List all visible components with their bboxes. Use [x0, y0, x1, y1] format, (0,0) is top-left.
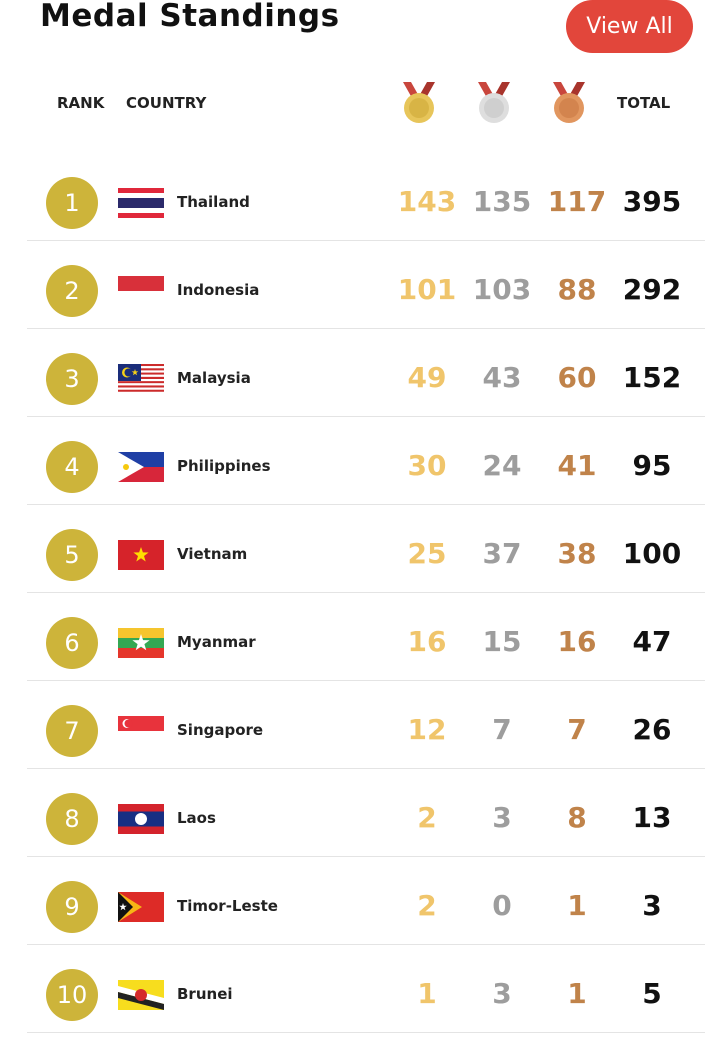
country-name: Malaysia [177, 369, 251, 387]
gold-count: 25 [407, 537, 447, 570]
flag [118, 364, 164, 394]
bronze-count: 8 [567, 801, 587, 834]
bronze-count: 1 [567, 977, 587, 1010]
row-separator [27, 1032, 705, 1033]
medal-icons [403, 82, 585, 123]
silver-count: 103 [472, 273, 532, 306]
silver-count: 7 [492, 713, 512, 746]
bronze-count: 1 [567, 889, 587, 922]
flag [118, 804, 164, 834]
bronze-count: 41 [557, 449, 597, 482]
gold-count: 143 [397, 185, 457, 218]
bronze-count: 88 [557, 273, 597, 306]
total-header: TOTAL [617, 94, 671, 112]
rank-badge: 5 [46, 529, 98, 581]
total-count: 13 [632, 801, 672, 834]
country-name: Vietnam [177, 545, 248, 563]
silver-count: 3 [492, 801, 512, 834]
row-separator [27, 240, 705, 241]
country-name: Thailand [177, 193, 250, 211]
total-count: 292 [622, 273, 682, 306]
bronze-count: 117 [547, 185, 607, 218]
country-name: Timor-Leste [177, 897, 278, 915]
silver-count: 43 [482, 361, 522, 394]
total-count: 152 [622, 361, 682, 394]
rank-badge: 3 [46, 353, 98, 405]
row-separator [27, 680, 705, 681]
total-count: 5 [642, 977, 662, 1010]
rank-badge: 1 [46, 177, 98, 229]
bronze-count: 60 [557, 361, 597, 394]
rank-badge: 2 [46, 265, 98, 317]
row-separator [27, 504, 705, 505]
gold-count: 1 [417, 977, 437, 1010]
flag [118, 980, 164, 1010]
rank-badge: 9 [46, 881, 98, 933]
silver-count: 24 [482, 449, 522, 482]
bronze-count: 16 [557, 625, 597, 658]
total-count: 100 [622, 537, 682, 570]
rank-badge: 7 [46, 705, 98, 757]
title: Medal Standings [40, 0, 340, 34]
country-name: Indonesia [177, 281, 260, 299]
total-count: 26 [632, 713, 672, 746]
total-count: 47 [632, 625, 672, 658]
row-separator [27, 944, 705, 945]
rank-header: RANK [57, 94, 105, 112]
flag [118, 540, 164, 570]
country-name: Singapore [177, 721, 264, 739]
gold-count: 101 [397, 273, 457, 306]
gold-medal [403, 82, 435, 123]
flag [118, 188, 164, 218]
total-count: 95 [632, 449, 672, 482]
row-separator [27, 768, 705, 769]
flag [118, 276, 164, 306]
country-header: COUNTRY [126, 94, 207, 112]
silver-count: 135 [472, 185, 532, 218]
row-separator [27, 416, 705, 417]
flag [118, 628, 164, 658]
gold-count: 12 [407, 713, 447, 746]
gold-count: 16 [407, 625, 447, 658]
bronze-medal [553, 82, 585, 123]
gold-count: 2 [417, 801, 437, 834]
silver-count: 37 [482, 537, 522, 570]
row-separator [27, 328, 705, 329]
country-name: Myanmar [177, 633, 256, 651]
rank-badge: 8 [46, 793, 98, 845]
bronze-count: 38 [557, 537, 597, 570]
silver-count: 15 [482, 625, 522, 658]
view-all-button[interactable]: View All [566, 0, 693, 53]
total-count: 3 [642, 889, 662, 922]
gold-count: 30 [407, 449, 447, 482]
gold-count: 49 [407, 361, 447, 394]
total-count: 395 [622, 185, 682, 218]
country-name: Philippines [177, 457, 271, 475]
flag [118, 452, 164, 482]
country-name: Laos [177, 809, 216, 827]
row-separator [27, 856, 705, 857]
gold-count: 2 [417, 889, 437, 922]
silver-medal [478, 82, 510, 123]
rank-badge: 4 [46, 441, 98, 493]
row-separator [27, 592, 705, 593]
country-name: Brunei [177, 985, 233, 1003]
flag [118, 716, 164, 746]
bronze-count: 7 [567, 713, 587, 746]
rank-badge: 10 [46, 969, 98, 1021]
flag [118, 892, 164, 922]
rank-badge: 6 [46, 617, 98, 669]
silver-count: 0 [492, 889, 512, 922]
silver-count: 3 [492, 977, 512, 1010]
